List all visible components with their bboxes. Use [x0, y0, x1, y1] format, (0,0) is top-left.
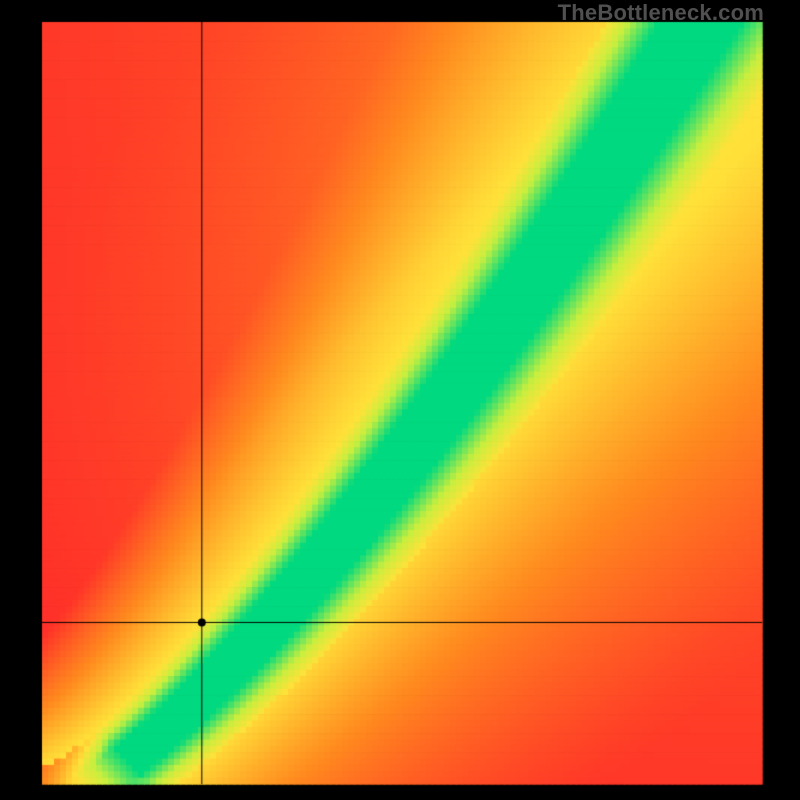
watermark-text: TheBottleneck.com [558, 0, 764, 26]
bottleneck-heatmap [0, 0, 800, 800]
